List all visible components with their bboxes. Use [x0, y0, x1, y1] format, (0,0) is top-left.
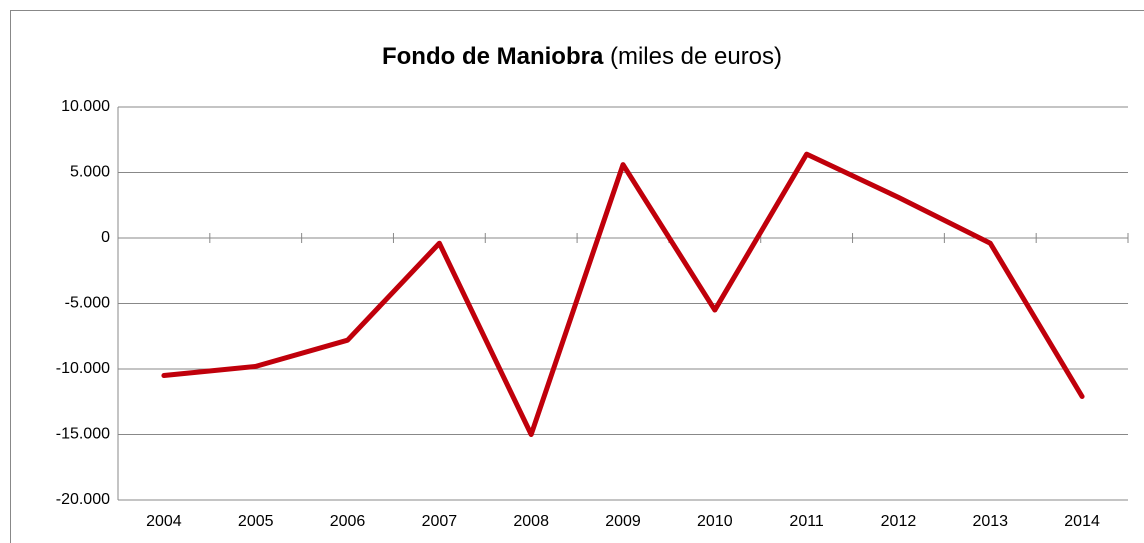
y-tick-label: -15.000: [56, 426, 110, 443]
y-tick-label: -5.000: [65, 295, 110, 312]
x-tick-label: 2005: [238, 513, 274, 530]
chart-frame: [10, 10, 1144, 543]
y-tick-label: -20.000: [56, 491, 110, 508]
x-tick-label: 2012: [881, 513, 917, 530]
x-tick-label: 2007: [422, 513, 458, 530]
y-tick-label: 10.000: [61, 98, 110, 115]
x-tick-label: 2009: [605, 513, 641, 530]
x-tick-label: 2013: [972, 513, 1008, 530]
x-tick-label: 2014: [1064, 513, 1100, 530]
x-tick-label: 2006: [330, 513, 366, 530]
y-tick-label: -10.000: [56, 360, 110, 377]
x-tick-label: 2011: [789, 513, 824, 530]
x-tick-label: 2010: [697, 513, 733, 530]
series-line: [161, 151, 1085, 437]
y-tick-label: 5.000: [70, 164, 110, 181]
x-tick-label: 2008: [513, 513, 549, 530]
y-tick-label: 0: [101, 229, 110, 246]
title-main: Fondo de Maniobra: [382, 43, 604, 70]
title-unit: (miles de euros): [610, 43, 782, 70]
chart-title: Fondo de Maniobra (miles de euros): [382, 43, 782, 70]
x-tick-label: 2004: [146, 513, 182, 530]
